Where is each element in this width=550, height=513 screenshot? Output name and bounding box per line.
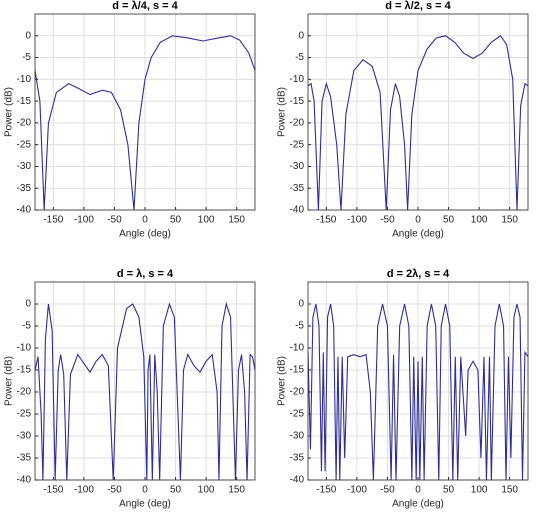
x-axis-label: Angle (deg) [119,229,171,240]
data-line [35,301,255,480]
y-axis-label: Power (dB) [277,356,288,406]
y-tick-label: -20 [290,118,305,129]
x-tick-label: -150 [316,215,336,226]
y-tick-label: -15 [290,365,305,376]
x-tick-label: 50 [443,485,455,496]
data-line [308,303,528,480]
x-tick-label: 150 [228,485,245,496]
x-tick-label: 100 [198,485,215,496]
y-tick-label: -30 [290,161,305,172]
y-tick-label: -20 [290,387,305,398]
chart-title: d = λ, s = 4 [117,268,174,280]
x-axis-label: Angle (deg) [392,229,444,240]
y-tick-label: -20 [17,118,32,129]
y-tick-label: -5 [295,52,304,63]
y-tick-label: -25 [290,139,305,150]
x-tick-label: 0 [142,215,148,226]
x-tick-label: 50 [170,485,182,496]
y-axis-label: Power (dB) [4,356,15,406]
axes-frame [307,13,529,211]
x-tick-label: -150 [43,485,63,496]
x-tick-label: 50 [443,215,455,226]
y-tick-label: -40 [17,475,32,486]
y-tick-label: -15 [17,96,32,107]
y-tick-label: -5 [22,321,31,332]
y-tick-label: -35 [17,183,32,194]
y-tick-label: -25 [17,139,32,150]
x-tick-label: 100 [471,215,488,226]
y-axis-label: Power (dB) [277,87,288,137]
x-tick-label: 150 [501,485,518,496]
x-tick-label: -50 [107,485,122,496]
y-tick-label: -15 [17,365,32,376]
x-tick-label: -100 [347,485,367,496]
y-tick-label: -25 [290,409,305,420]
chart-title: d = λ/2, s = 4 [385,0,451,12]
x-tick-label: -100 [347,215,367,226]
x-tick-label: 0 [142,485,148,496]
x-axis-label: Angle (deg) [392,499,444,510]
y-tick-label: -30 [290,431,305,442]
data-line [308,35,528,210]
x-tick-label: -50 [380,215,395,226]
chart-title: d = 2λ, s = 4 [387,268,450,280]
axes-frame [34,13,256,211]
x-tick-label: 0 [415,215,421,226]
y-tick-label: -35 [290,183,305,194]
y-tick-label: -25 [17,409,32,420]
y-tick-label: -10 [17,74,32,85]
y-tick-label: -40 [290,205,305,216]
y-tick-label: -5 [22,52,31,63]
y-tick-label: -30 [17,161,32,172]
x-tick-label: -150 [316,485,336,496]
y-axis-label: Power (dB) [4,87,15,137]
x-tick-label: 0 [415,485,421,496]
y-tick-label: -35 [17,453,32,464]
y-tick-label: 0 [25,30,31,41]
panel: -150 -100 -50 0 50 100 150-40-35-30-25-20-15-1… [277,268,529,510]
axes-frame [34,281,256,481]
y-tick-label: 0 [298,299,304,310]
x-tick-label: -100 [74,215,94,226]
x-tick-label: -50 [107,215,122,226]
axes-frame [307,281,529,481]
x-axis-label: Angle (deg) [119,499,171,510]
y-tick-label: -10 [290,343,305,354]
y-tick-label: -10 [290,74,305,85]
panel: -150 -100 -50 0 50 100 150-40-35-30-25-20-15-1… [4,268,256,510]
y-tick-label: -40 [290,475,305,486]
x-tick-label: 100 [198,215,215,226]
x-tick-label: 100 [471,485,488,496]
y-tick-label: -40 [17,205,32,216]
y-tick-label: 0 [25,299,31,310]
panel: -150 -100 -50 0 50 100 150-40-35-30-25-20-15-1… [4,0,256,240]
y-tick-label: -20 [17,387,32,398]
chart-title: d = λ/4, s = 4 [112,0,178,12]
x-tick-label: 150 [501,215,518,226]
y-tick-label: -10 [17,343,32,354]
x-tick-label: -150 [43,215,63,226]
data-line [35,35,255,210]
y-tick-label: -35 [290,453,305,464]
y-tick-label: -15 [290,96,305,107]
y-tick-label: 0 [298,30,304,41]
x-tick-label: -100 [74,485,94,496]
x-tick-label: -50 [380,485,395,496]
x-tick-label: 50 [170,215,182,226]
y-tick-label: -30 [17,431,32,442]
x-tick-label: 150 [228,215,245,226]
y-tick-label: -5 [295,321,304,332]
panel: -150 -100 -50 0 50 100 150-40-35-30-25-20-15-1… [277,0,529,240]
